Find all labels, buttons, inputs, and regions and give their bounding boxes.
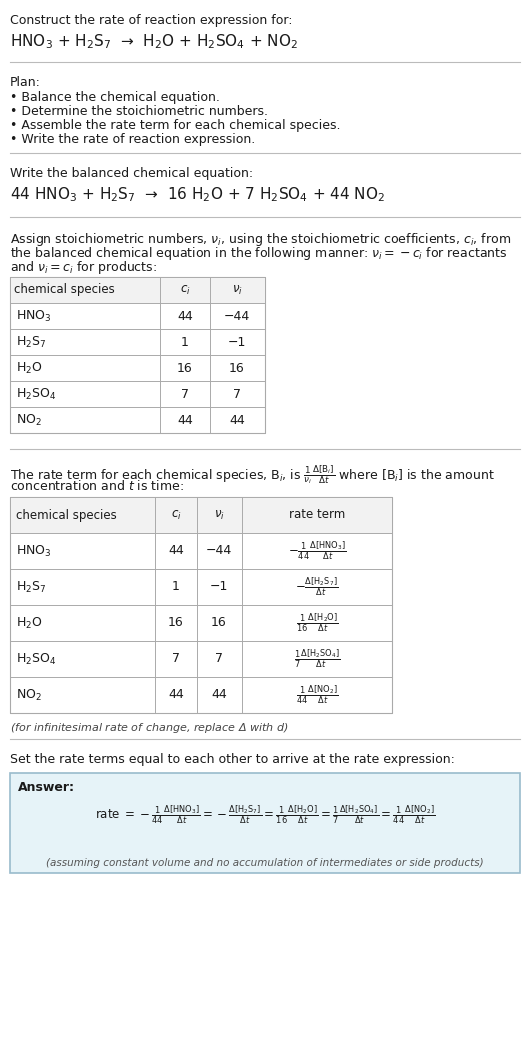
Text: • Assemble the rate term for each chemical species.: • Assemble the rate term for each chemic… (10, 119, 340, 132)
Text: Write the balanced chemical equation:: Write the balanced chemical equation: (10, 167, 253, 180)
Text: $\frac{1}{44}\frac{\Delta[\mathrm{NO_2}]}{\Delta t}$: $\frac{1}{44}\frac{\Delta[\mathrm{NO_2}]… (296, 684, 338, 706)
Text: 7: 7 (181, 387, 189, 401)
Text: Plan:: Plan: (10, 76, 41, 89)
Text: 16: 16 (168, 616, 184, 630)
Text: $\nu_i$: $\nu_i$ (214, 508, 224, 522)
Text: $-\frac{1}{44}\frac{\Delta[\mathrm{HNO_3}]}{\Delta t}$: $-\frac{1}{44}\frac{\Delta[\mathrm{HNO_3… (288, 540, 346, 563)
Text: 44: 44 (177, 413, 193, 427)
FancyBboxPatch shape (10, 773, 520, 873)
Text: rate $= -\frac{1}{44}\frac{\Delta[\mathrm{HNO_3}]}{\Delta t} = -\frac{\Delta[\ma: rate $= -\frac{1}{44}\frac{\Delta[\mathr… (95, 803, 435, 826)
Text: and $\nu_i = c_i$ for products:: and $\nu_i = c_i$ for products: (10, 259, 157, 276)
Text: The rate term for each chemical species, B$_i$, is $\frac{1}{\nu_i}\frac{\Delta[: The rate term for each chemical species,… (10, 463, 495, 485)
Text: (for infinitesimal rate of change, replace Δ with $d$): (for infinitesimal rate of change, repla… (10, 721, 289, 735)
Text: −44: −44 (224, 310, 250, 322)
Text: 44: 44 (168, 688, 184, 702)
Bar (10, 497, 392, 713)
Text: NO$_2$: NO$_2$ (16, 412, 42, 428)
Text: H$_2$SO$_4$: H$_2$SO$_4$ (16, 652, 56, 666)
Text: −44: −44 (206, 545, 232, 558)
Text: chemical species: chemical species (16, 508, 117, 522)
Text: 44: 44 (211, 688, 227, 702)
Text: H$_2$SO$_4$: H$_2$SO$_4$ (16, 386, 56, 402)
Text: $\frac{1}{7}\frac{\Delta[\mathrm{H_2SO_4}]}{\Delta t}$: $\frac{1}{7}\frac{\Delta[\mathrm{H_2SO_4… (294, 647, 340, 670)
Text: 44: 44 (229, 413, 245, 427)
Text: rate term: rate term (289, 508, 345, 522)
Text: H$_2$S$_7$: H$_2$S$_7$ (16, 335, 46, 349)
Text: Construct the rate of reaction expression for:: Construct the rate of reaction expressio… (10, 14, 293, 27)
Text: $\frac{1}{16}\frac{\Delta[\mathrm{H_2O}]}{\Delta t}$: $\frac{1}{16}\frac{\Delta[\mathrm{H_2O}]… (296, 612, 338, 634)
Text: $\nu_i$: $\nu_i$ (232, 283, 242, 297)
Text: HNO$_3$: HNO$_3$ (16, 544, 51, 559)
Text: 16: 16 (211, 616, 227, 630)
Text: concentration and $t$ is time:: concentration and $t$ is time: (10, 479, 184, 493)
Text: H$_2$S$_7$: H$_2$S$_7$ (16, 579, 46, 594)
Text: −1: −1 (228, 336, 246, 348)
Text: Assign stoichiometric numbers, $\nu_i$, using the stoichiometric coefficients, $: Assign stoichiometric numbers, $\nu_i$, … (10, 231, 511, 248)
Text: • Determine the stoichiometric numbers.: • Determine the stoichiometric numbers. (10, 105, 268, 118)
Text: 44: 44 (168, 545, 184, 558)
Text: 7: 7 (233, 387, 241, 401)
Text: HNO$_3$: HNO$_3$ (16, 309, 51, 323)
Bar (10, 277, 265, 303)
Text: $-\frac{\Delta[\mathrm{H_2S_7}]}{\Delta t}$: $-\frac{\Delta[\mathrm{H_2S_7}]}{\Delta … (295, 575, 339, 598)
Text: −1: −1 (210, 581, 228, 593)
Text: chemical species: chemical species (14, 283, 115, 296)
Text: $c_i$: $c_i$ (171, 508, 181, 522)
Text: $c_i$: $c_i$ (180, 283, 190, 297)
Text: • Write the rate of reaction expression.: • Write the rate of reaction expression. (10, 133, 255, 146)
Bar (10, 277, 265, 433)
Text: 44: 44 (177, 310, 193, 322)
Text: (assuming constant volume and no accumulation of intermediates or side products): (assuming constant volume and no accumul… (46, 858, 484, 868)
Text: H$_2$O: H$_2$O (16, 361, 42, 376)
Text: 1: 1 (181, 336, 189, 348)
Text: 1: 1 (172, 581, 180, 593)
Text: Answer:: Answer: (18, 781, 75, 794)
Text: • Balance the chemical equation.: • Balance the chemical equation. (10, 91, 220, 104)
Text: 44 HNO$_3$ + H$_2$S$_7$  →  16 H$_2$O + 7 H$_2$SO$_4$ + 44 NO$_2$: 44 HNO$_3$ + H$_2$S$_7$ → 16 H$_2$O + 7 … (10, 185, 385, 204)
Bar (10, 497, 392, 533)
Text: H$_2$O: H$_2$O (16, 615, 42, 631)
Text: NO$_2$: NO$_2$ (16, 687, 42, 703)
Text: Set the rate terms equal to each other to arrive at the rate expression:: Set the rate terms equal to each other t… (10, 753, 455, 766)
Text: 16: 16 (229, 362, 245, 374)
Text: HNO$_3$ + H$_2$S$_7$  →  H$_2$O + H$_2$SO$_4$ + NO$_2$: HNO$_3$ + H$_2$S$_7$ → H$_2$O + H$_2$SO$… (10, 32, 298, 50)
Text: 7: 7 (215, 653, 223, 665)
Text: the balanced chemical equation in the following manner: $\nu_i = -c_i$ for react: the balanced chemical equation in the fo… (10, 245, 508, 262)
Text: 16: 16 (177, 362, 193, 374)
Text: 7: 7 (172, 653, 180, 665)
